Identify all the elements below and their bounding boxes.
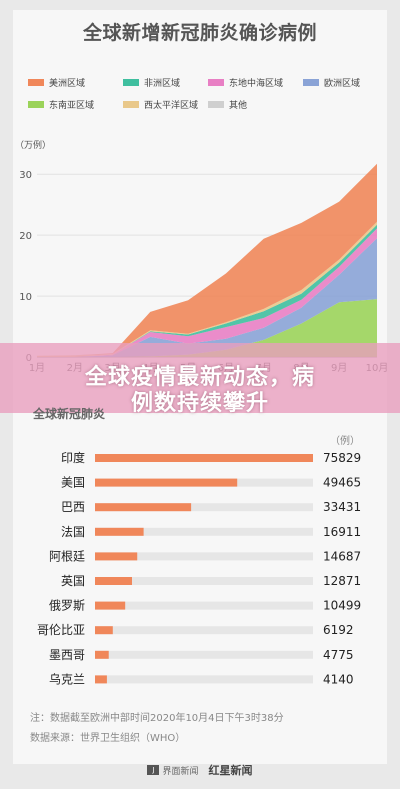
bar [95, 601, 126, 610]
bar [95, 527, 144, 536]
footer-watermark-text: 红星新闻 [208, 764, 253, 777]
bar-category-label: 巴西 [61, 500, 85, 514]
legend-swatch [303, 79, 319, 86]
bar-chart-title: 全球新冠肺炎 [33, 407, 106, 421]
bar [95, 478, 238, 487]
legend-label: 欧洲区域 [324, 79, 361, 89]
bar-value-label: 4140 [323, 672, 354, 686]
area-series [37, 224, 377, 357]
legend-swatch [123, 101, 139, 108]
bar-track [95, 503, 313, 512]
country-bar-chart: 印度 75829 美国 49465 巴西 33431 法国 16911 阿根廷 14687 英国 12… [37, 450, 361, 686]
legend-swatch [28, 79, 44, 86]
bar [95, 650, 109, 659]
area-series [37, 299, 377, 357]
bar-track [95, 675, 313, 684]
bar-track [95, 626, 313, 635]
data-cutoff-note: 注：数据截至欧洲中部时间2020年10月4日下午3时38分 [30, 713, 284, 724]
bar-track [95, 552, 313, 561]
bar-category-label: 哥伦比亚 [37, 622, 85, 637]
bar [95, 675, 107, 684]
y-tick-label: 20 [19, 231, 32, 242]
y-tick-label: 30 [19, 170, 32, 181]
bar-category-label: 印度 [61, 450, 85, 465]
news-logo-icon: J [147, 765, 160, 775]
bar-value-label: 4775 [323, 648, 354, 662]
legend-item: 非洲区域 [123, 76, 180, 89]
bar-value-label: 6192 [323, 623, 354, 637]
bar [95, 552, 138, 561]
bar [95, 503, 192, 512]
bar-value-label: 10499 [323, 599, 361, 613]
bar-category-label: 俄罗斯 [49, 599, 85, 613]
legend-item: 欧洲区域 [303, 76, 360, 89]
legend-item: 美洲区域 [28, 76, 85, 89]
bar-value-label: 14687 [323, 549, 361, 563]
legend-item: 其他 [208, 98, 247, 111]
footer-brand-label: 界面新闻 [162, 766, 199, 777]
legend-swatch [123, 79, 139, 86]
bar-value-label: 75829 [323, 451, 361, 465]
bar-value-label: 16911 [323, 525, 361, 539]
stacked-area-chart: （万例）01020301月2月3月4月5月6月7月8月9月10月 [15, 139, 388, 374]
bar-value-label: 12871 [323, 574, 361, 588]
y-tick-label: 10 [19, 292, 32, 303]
bar-track [95, 527, 313, 536]
legend-label: 美洲区域 [49, 79, 86, 89]
headline-banner: 全球疫情最新动态，病 例数持续攀升 [0, 343, 400, 416]
legend-label: 西太平洋区域 [144, 101, 199, 111]
bar-track [95, 601, 313, 610]
bar-value-label: 49465 [323, 476, 361, 490]
legend-label: 东地中海区域 [229, 79, 284, 89]
bar [95, 626, 113, 635]
bar-track [95, 577, 313, 585]
legend-label: 东南亚区域 [49, 101, 95, 111]
bar-category-label: 法国 [61, 525, 85, 539]
chart-title: 全球新增新冠肺炎确诊病例 [82, 22, 317, 44]
legend-item: 西太平洋区域 [123, 98, 198, 111]
bar-category-label: 墨西哥 [49, 648, 85, 662]
footer-brand: J 界面新闻 [147, 764, 199, 777]
legend-item: 东地中海区域 [208, 76, 283, 89]
bar-chart-unit: （例） [330, 436, 360, 447]
y-axis-unit: （万例） [15, 139, 51, 151]
area-series [37, 163, 377, 356]
legend-item: 东南亚区域 [28, 98, 94, 111]
headline-line-1: 全球疫情最新动态，病 [84, 365, 315, 390]
bar-category-label: 美国 [61, 476, 85, 490]
bar-category-label: 乌克兰 [49, 671, 85, 686]
area-series [37, 238, 377, 357]
bar-category-label: 阿根廷 [49, 549, 85, 563]
bar-category-label: 英国 [61, 574, 85, 588]
bar [95, 454, 313, 462]
bar-track [95, 650, 313, 659]
bar [95, 577, 133, 585]
legend-swatch [208, 79, 224, 86]
legend-swatch [208, 101, 224, 108]
legend-label: 非洲区域 [144, 79, 181, 89]
legend-label: 其他 [229, 101, 248, 111]
footer: J 界面新闻 红星新闻 [0, 762, 400, 778]
data-source-note: 数据来源：世界卫生组织（WHO） [30, 733, 186, 744]
headline-line-2: 例数持续攀升 [130, 391, 269, 416]
legend-swatch [28, 101, 44, 108]
bar-value-label: 33431 [323, 500, 361, 514]
